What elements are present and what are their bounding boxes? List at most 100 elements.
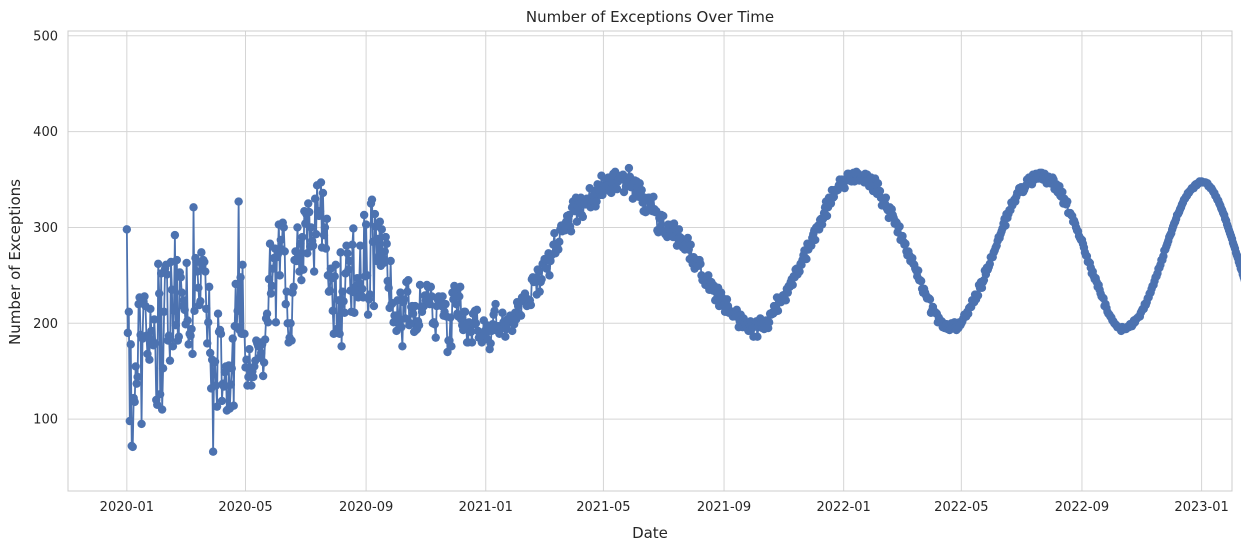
data-point bbox=[308, 241, 318, 250]
data-point bbox=[873, 179, 883, 188]
y-tick-label: 300 bbox=[33, 221, 58, 236]
data-point bbox=[280, 247, 289, 256]
data-point bbox=[294, 252, 303, 261]
y-tick-label: 400 bbox=[33, 125, 58, 140]
data-point bbox=[172, 255, 182, 265]
data-point bbox=[380, 247, 389, 256]
data-point bbox=[802, 254, 811, 264]
data-point bbox=[343, 249, 352, 258]
x-tick-label: 2020-09 bbox=[339, 500, 393, 515]
data-point bbox=[788, 280, 797, 290]
data-point bbox=[202, 304, 211, 314]
data-point bbox=[228, 334, 237, 343]
data-point bbox=[234, 197, 243, 206]
data-point bbox=[811, 235, 820, 245]
data-point bbox=[311, 229, 321, 239]
data-point bbox=[377, 225, 386, 234]
data-point bbox=[396, 288, 405, 297]
x-axis-label: Date bbox=[632, 524, 668, 542]
data-point bbox=[331, 260, 340, 270]
data-point bbox=[335, 329, 344, 339]
data-point bbox=[132, 379, 141, 388]
data-point bbox=[310, 194, 320, 203]
data-point bbox=[365, 290, 375, 299]
data-point bbox=[266, 289, 276, 298]
data-point bbox=[344, 265, 353, 274]
data-point bbox=[275, 271, 285, 280]
data-point bbox=[217, 396, 227, 406]
data-point bbox=[578, 212, 588, 222]
data-point bbox=[357, 284, 367, 293]
data-point bbox=[159, 307, 169, 316]
data-point bbox=[795, 267, 804, 276]
data-point bbox=[315, 206, 325, 216]
data-point bbox=[592, 197, 601, 206]
data-point bbox=[397, 322, 406, 332]
y-tick-label: 500 bbox=[33, 29, 58, 44]
data-point bbox=[566, 227, 576, 236]
data-point bbox=[339, 297, 348, 306]
data-point bbox=[337, 342, 346, 351]
data-point bbox=[305, 207, 314, 217]
data-point bbox=[320, 223, 330, 232]
data-point bbox=[781, 296, 791, 305]
data-point bbox=[624, 163, 634, 173]
data-point bbox=[210, 357, 220, 366]
data-point bbox=[164, 331, 174, 340]
data-point bbox=[319, 230, 329, 240]
data-point bbox=[466, 327, 476, 337]
data-point bbox=[382, 239, 391, 248]
data-point bbox=[501, 332, 510, 341]
x-tick-label: 2021-05 bbox=[576, 500, 630, 515]
data-point bbox=[279, 223, 288, 232]
data-point bbox=[208, 447, 218, 456]
data-point bbox=[276, 235, 285, 245]
data-point bbox=[490, 306, 499, 316]
data-point bbox=[155, 390, 165, 399]
data-point bbox=[400, 295, 409, 304]
data-point bbox=[612, 184, 622, 194]
data-point bbox=[298, 232, 307, 242]
data-point bbox=[379, 258, 388, 268]
data-point bbox=[486, 339, 495, 348]
data-point bbox=[659, 211, 668, 221]
data-point bbox=[367, 195, 377, 204]
data-point bbox=[455, 292, 464, 301]
data-point bbox=[259, 358, 269, 367]
data-point bbox=[840, 183, 849, 193]
data-point bbox=[249, 372, 258, 382]
data-point bbox=[219, 382, 229, 391]
series-exceptions bbox=[122, 163, 1241, 456]
data-point bbox=[925, 295, 935, 304]
data-point bbox=[162, 270, 172, 279]
data-point bbox=[128, 442, 137, 452]
data-point bbox=[123, 328, 133, 338]
data-point bbox=[452, 299, 461, 309]
data-point bbox=[322, 214, 332, 224]
data-point bbox=[137, 419, 146, 429]
data-point bbox=[140, 292, 149, 301]
data-point bbox=[130, 397, 139, 407]
data-point bbox=[572, 217, 582, 226]
data-point bbox=[542, 264, 551, 273]
data-point bbox=[174, 332, 184, 341]
x-tick-label: 2023-01 bbox=[1174, 500, 1228, 515]
data-point bbox=[456, 282, 465, 292]
data-point bbox=[370, 209, 380, 219]
data-point bbox=[297, 275, 306, 285]
data-point bbox=[229, 401, 238, 410]
data-point bbox=[914, 266, 923, 275]
data-point bbox=[227, 364, 236, 373]
y-tick-label: 200 bbox=[33, 317, 58, 332]
data-point bbox=[535, 287, 544, 296]
data-point bbox=[386, 256, 395, 266]
data-point bbox=[296, 239, 305, 248]
data-point bbox=[554, 245, 563, 254]
data-point bbox=[213, 309, 223, 318]
data-point bbox=[245, 344, 254, 354]
data-point bbox=[534, 267, 543, 276]
y-tick-labels: 100 200 300 400 500 bbox=[33, 29, 58, 427]
data-point bbox=[316, 178, 326, 187]
data-point bbox=[186, 331, 195, 340]
data-point bbox=[264, 275, 274, 284]
